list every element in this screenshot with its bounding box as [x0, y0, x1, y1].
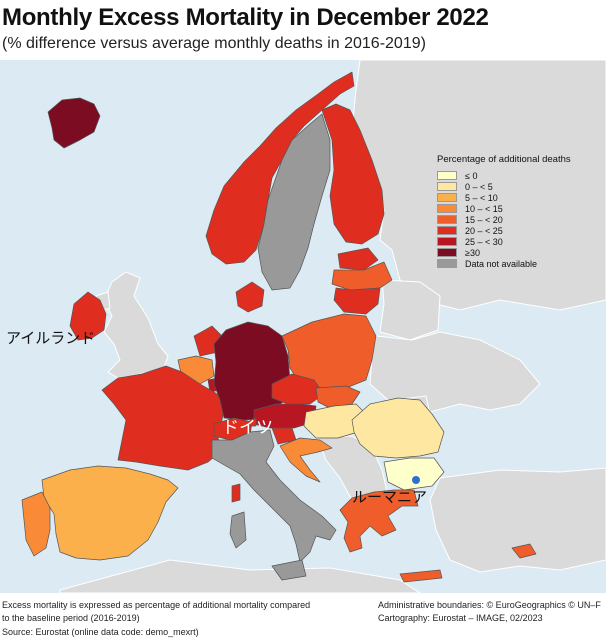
country-latvia[interactable]: [331, 261, 393, 291]
country-estonia[interactable]: [337, 247, 379, 271]
source-note: Source: Eurostat (online data code: demo…: [2, 627, 199, 637]
note-line-2: to the baseline period (2016-2019): [2, 613, 140, 623]
country-spain[interactable]: [41, 465, 179, 561]
country-italy[interactable]: [211, 429, 337, 563]
legend-swatch: [437, 248, 457, 257]
legend-swatch: [437, 226, 457, 235]
map-area: アイルランド ドイツ ルーマニア: [0, 60, 606, 593]
legend-label: 20 – < 25: [465, 225, 503, 236]
legend-item: 25 – < 30: [437, 236, 571, 247]
legend-swatch: [437, 237, 457, 246]
country-sicily[interactable]: [271, 559, 307, 581]
legend-item: Data not available: [437, 258, 571, 269]
ukraine: [369, 331, 541, 413]
north-africa: [59, 559, 421, 593]
location-marker: [412, 476, 420, 484]
country-greece[interactable]: [339, 489, 419, 553]
country-cyprus[interactable]: [511, 543, 537, 559]
legend-label: 0 – < 5: [465, 181, 493, 192]
country-finland[interactable]: [321, 103, 385, 245]
non-eu-land: [59, 60, 606, 593]
germany-label: ドイツ: [222, 418, 273, 437]
legend-item: 15 – < 20: [437, 214, 571, 225]
country-sardinia[interactable]: [229, 511, 247, 549]
turkey: [429, 467, 606, 573]
legend-label: 10 – < 15: [465, 203, 503, 214]
country-denmark[interactable]: [235, 281, 265, 313]
country-france[interactable]: [101, 365, 227, 471]
ireland-label: アイルランド: [6, 330, 96, 347]
legend-swatch: [437, 259, 457, 268]
country-sweden[interactable]: [257, 113, 331, 291]
legend-label: 5 – < 10: [465, 192, 498, 203]
map-title: Monthly Excess Mortality in December 202…: [2, 4, 489, 31]
country-lithuania[interactable]: [333, 287, 381, 315]
legend-item: ≤ 0: [437, 170, 571, 181]
legend-title: Percentage of additional deaths: [437, 154, 571, 165]
romania-label: ルーマニア: [352, 489, 428, 506]
legend-swatch: [437, 182, 457, 191]
legend-item: ≥30: [437, 247, 571, 258]
legend-item: 0 – < 5: [437, 181, 571, 192]
countries: [21, 71, 537, 583]
country-ireland[interactable]: [69, 291, 107, 341]
map-subtitle: (% difference versus average monthly dea…: [2, 35, 426, 52]
legend-swatch: [437, 204, 457, 213]
country-bulgaria[interactable]: [383, 457, 445, 491]
great-britain: [103, 271, 169, 379]
legend-label: ≤ 0: [465, 170, 478, 181]
cartography-note: Cartography: Eurostat – IMAGE, 02/2023: [378, 613, 543, 623]
country-croatia[interactable]: [279, 437, 333, 483]
legend-swatch: [437, 193, 457, 202]
legend-item: 20 – < 25: [437, 225, 571, 236]
country-norway[interactable]: [205, 71, 355, 265]
country-iceland[interactable]: [47, 97, 101, 149]
admin-boundaries-note: Administrative boundaries: © EuroGeograp…: [378, 600, 601, 610]
country-slovakia[interactable]: [315, 385, 361, 409]
country-corsica[interactable]: [231, 483, 241, 503]
legend-item: 5 – < 10: [437, 192, 571, 203]
legend-item: 10 – < 15: [437, 203, 571, 214]
country-poland[interactable]: [281, 313, 377, 391]
legend-swatch: [437, 215, 457, 224]
country-czechia[interactable]: [271, 373, 325, 405]
country-liechtenstein[interactable]: [249, 417, 257, 427]
country-crete[interactable]: [399, 569, 443, 583]
country-portugal[interactable]: [21, 491, 51, 557]
legend-label: 15 – < 20: [465, 214, 503, 225]
legend-label: ≥30: [465, 247, 480, 258]
legend-label: Data not available: [465, 258, 538, 269]
note-line-1: Excess mortality is expressed as percent…: [2, 600, 311, 610]
country-romania[interactable]: [351, 397, 445, 459]
legend-swatch: [437, 171, 457, 180]
europe-map: [21, 60, 606, 593]
legend-label: 25 – < 30: [465, 236, 503, 247]
belarus: [379, 279, 441, 341]
